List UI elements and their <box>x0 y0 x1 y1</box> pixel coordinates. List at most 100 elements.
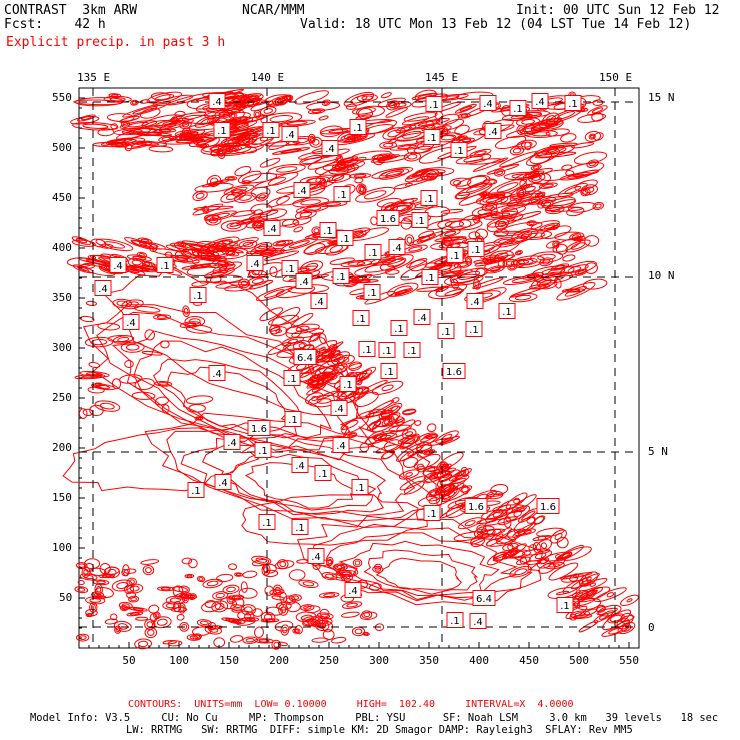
contour-line <box>341 611 360 618</box>
contour-line <box>299 211 313 218</box>
contour-line <box>472 277 504 289</box>
y-tick-label: 500 <box>52 141 72 154</box>
contour-line <box>311 386 321 393</box>
contour-line <box>566 289 581 292</box>
contour-line <box>288 240 310 249</box>
contour-line <box>567 264 589 274</box>
contour-line <box>348 362 362 370</box>
contour-line <box>593 132 604 141</box>
lat-label: 15 N <box>648 91 675 104</box>
contour-line <box>85 612 94 618</box>
contour-line <box>449 177 472 187</box>
contour-line <box>338 540 500 597</box>
contour-line <box>582 189 589 195</box>
contour-line <box>451 478 458 483</box>
contour-line <box>121 568 129 577</box>
contour-line <box>399 436 419 450</box>
contour-line <box>224 453 377 511</box>
contour-label: .1 <box>287 374 297 385</box>
contour-line <box>331 162 356 169</box>
contour-line <box>465 158 504 165</box>
contour-label-box <box>336 230 354 246</box>
contour-line <box>379 434 392 440</box>
contour-line <box>461 138 472 143</box>
contour-line <box>136 132 163 136</box>
contour-line <box>347 432 358 439</box>
init-time: Init: 00 UTC Sun 12 Feb 12 <box>516 3 720 18</box>
contour-line <box>231 189 244 197</box>
contour-line <box>83 574 94 580</box>
contour-line <box>242 636 258 644</box>
contour-line <box>204 210 238 222</box>
contour-line <box>593 610 615 623</box>
contour-line <box>293 226 304 233</box>
contour-line <box>89 404 104 417</box>
contour-line <box>534 191 546 198</box>
contour-line <box>331 636 347 644</box>
x-tick-label: 500 <box>569 654 589 667</box>
contour-label: .4 <box>113 261 123 272</box>
contour-line <box>199 620 209 626</box>
contour-line <box>444 288 465 296</box>
contour-line <box>274 560 295 570</box>
contour-line <box>103 95 132 103</box>
contour-line <box>343 573 351 580</box>
contour-line <box>252 608 263 617</box>
contour-line <box>375 557 462 591</box>
contour-line <box>498 238 511 244</box>
contour-line <box>338 566 359 577</box>
contour-line <box>215 281 251 289</box>
contour-line <box>309 332 320 342</box>
contour-label-box <box>484 123 502 139</box>
contour-line <box>134 378 155 391</box>
contour-line <box>302 581 315 587</box>
contour-line <box>223 132 259 145</box>
contour-line <box>340 420 359 430</box>
contour-line <box>211 212 230 220</box>
contour-line <box>354 628 363 635</box>
contour-line <box>98 573 115 579</box>
contour-label: .1 <box>471 245 481 256</box>
forecast-hour: Fcst: 42 h <box>4 17 106 32</box>
contour-line <box>132 607 144 611</box>
contour-line <box>79 573 98 581</box>
contour-line <box>401 434 421 445</box>
contour-line <box>264 289 285 299</box>
contour-line <box>221 617 240 623</box>
contour-info: CONTOURS: UNITS=mm LOW= 0.10000 HIGH= 10… <box>128 699 574 710</box>
contour-line <box>416 234 437 243</box>
contour-line <box>101 574 112 578</box>
contour-line <box>502 207 519 220</box>
valid-time: Valid: 18 UTC Mon 13 Feb 12 (04 LST Tue … <box>300 17 692 32</box>
contour-line <box>591 112 604 122</box>
contour-line <box>242 570 258 579</box>
contour-label: .1 <box>502 307 512 318</box>
contour-label: .4 <box>470 297 480 308</box>
contour-line <box>620 594 639 607</box>
contour-line <box>473 217 481 224</box>
contour-line <box>396 419 416 432</box>
contour-line <box>456 91 494 101</box>
contour-line <box>217 143 264 157</box>
contour-label: .1 <box>191 486 201 497</box>
contour-line <box>438 473 453 483</box>
contour-line <box>137 237 153 245</box>
contour-line <box>534 151 577 159</box>
contour-line <box>113 620 132 632</box>
contour-line <box>281 97 289 101</box>
contour-line <box>505 260 515 266</box>
contour-line <box>210 269 229 277</box>
contour-label-box <box>349 119 367 135</box>
contour-label: .1 <box>285 264 295 275</box>
contour-line <box>215 243 235 252</box>
contour-line <box>481 192 488 196</box>
contour-line <box>144 627 158 639</box>
contour-line <box>72 122 119 131</box>
contour-label-box <box>333 186 351 202</box>
contour-line <box>208 180 224 186</box>
contour-label-box <box>425 96 443 112</box>
contour-line <box>178 585 190 594</box>
contour-line <box>409 259 428 272</box>
contour-line <box>435 430 459 444</box>
contour-line <box>572 614 593 620</box>
